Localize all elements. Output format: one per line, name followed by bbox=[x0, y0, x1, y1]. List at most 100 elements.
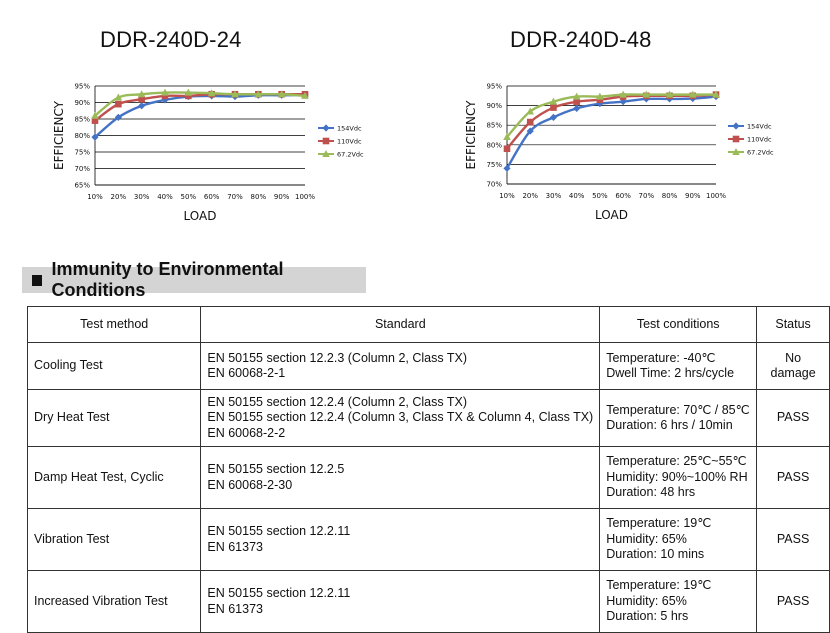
header-test-conditions: Test conditions bbox=[599, 306, 758, 343]
test-conditions-cell: Temperature: 70℃ / 85℃ Duration: 6 hrs /… bbox=[599, 389, 758, 447]
y-axis-label: EFFICIENCY bbox=[52, 100, 66, 170]
legend-label: 67.2Vdc bbox=[337, 151, 364, 159]
data-point-diamond bbox=[526, 127, 534, 135]
x-tick-label: 80% bbox=[662, 192, 678, 200]
data-point-triangle bbox=[114, 93, 123, 101]
data-point-triangle bbox=[137, 90, 146, 98]
condition-line: Humidity: 65% bbox=[606, 531, 687, 546]
test-method-cell: Dry Heat Test bbox=[26, 389, 202, 447]
x-tick-label: 20% bbox=[111, 193, 127, 201]
x-tick-label: 10% bbox=[499, 192, 515, 200]
efficiency-chart-ddr-240d-48: 70% 75% 80% 85% 90% 95% 10% 20% 30% 40% 50% 60% 70% 8… bbox=[464, 83, 774, 223]
y-tick-label: 90% bbox=[486, 102, 502, 110]
condition-line: Temperature: 19℃ bbox=[606, 516, 712, 531]
data-point-triangle bbox=[254, 90, 263, 98]
data-point-diamond bbox=[114, 113, 122, 121]
data-point-square bbox=[138, 95, 145, 103]
data-point-square bbox=[322, 137, 330, 145]
y-tick-label: 80% bbox=[486, 141, 502, 149]
y-tick-label: 65% bbox=[74, 182, 90, 190]
y-tick-label: 70% bbox=[74, 165, 90, 173]
data-point-square bbox=[573, 98, 580, 105]
data-point-square bbox=[91, 117, 99, 124]
x-tick-label: 80% bbox=[251, 193, 267, 201]
data-point-triangle bbox=[277, 90, 286, 98]
series-line bbox=[506, 93, 716, 138]
condition-line: Humidity: 90%~100% RH bbox=[606, 469, 748, 484]
standard-cell: EN 50155 section 12.2.4 (Column 2, Class… bbox=[200, 389, 601, 447]
test-method-cell: Vibration Test bbox=[26, 508, 202, 571]
x-axis-label: LOAD bbox=[595, 208, 628, 222]
data-point-triangle bbox=[503, 132, 511, 140]
data-point-triangle bbox=[596, 92, 604, 100]
test-conditions-cell: Temperature: 19℃ Humidity: 65% Duration:… bbox=[599, 508, 758, 571]
condition-line: Temperature: 25℃~55℃ bbox=[606, 454, 747, 469]
test-conditions-cell: Temperature: 19℃ Humidity: 65% Duration:… bbox=[599, 570, 758, 633]
x-axis-label: LOAD bbox=[184, 209, 217, 223]
standard-line: EN 61373 bbox=[207, 601, 263, 616]
square-bullet-icon bbox=[32, 274, 43, 286]
environmental-conditions-table: Test method Standard Test conditions Sta… bbox=[26, 306, 830, 633]
header-test-method: Test method bbox=[26, 306, 202, 343]
y-tick-label: 85% bbox=[486, 122, 502, 130]
data-point-triangle bbox=[619, 90, 627, 98]
y-axis-label: EFFICIENCY bbox=[464, 100, 478, 170]
data-point-square bbox=[526, 118, 534, 126]
condition-line: Duration: 10 mins bbox=[606, 547, 705, 562]
standard-line: EN 61373 bbox=[207, 539, 263, 554]
header-status: Status bbox=[756, 306, 830, 343]
section-heading: Immunity to Environmental Conditions bbox=[22, 259, 366, 300]
x-tick-label: 100% bbox=[706, 192, 726, 200]
table-header-row: Test method Standard Test conditions Sta… bbox=[26, 306, 830, 343]
data-point-triangle bbox=[665, 90, 674, 98]
data-point-triangle bbox=[572, 92, 581, 100]
y-tick-label: 95% bbox=[74, 83, 90, 91]
standard-line: EN 50155 section 12.2.4 (Column 2, Class… bbox=[207, 394, 468, 409]
data-point-diamond bbox=[161, 96, 169, 104]
table-row: Damp Heat Test, Cyclic EN 50155 section … bbox=[26, 446, 830, 509]
legend-label: 154Vdc bbox=[337, 125, 362, 133]
y-tick-label: 80% bbox=[74, 132, 90, 140]
data-point-triangle bbox=[526, 107, 535, 115]
standard-cell: EN 50155 section 12.2.5 EN 60068-2-30 bbox=[200, 446, 601, 509]
y-tick-label: 70% bbox=[486, 181, 502, 189]
data-point-diamond bbox=[138, 102, 146, 110]
data-point-square bbox=[115, 100, 122, 108]
condition-line: Humidity: 65% bbox=[606, 593, 687, 608]
data-point-triangle bbox=[161, 88, 169, 96]
status-cell: PASS bbox=[756, 389, 830, 447]
data-point-triangle bbox=[712, 90, 720, 98]
data-point-triangle bbox=[642, 90, 651, 98]
test-method-cell: Increased Vibration Test bbox=[26, 570, 202, 633]
y-tick-label: 75% bbox=[486, 161, 502, 169]
series-line bbox=[505, 95, 717, 169]
test-method-cell: Cooling Test bbox=[26, 342, 202, 390]
standard-cell: EN 50155 section 12.2.3 (Column 2, Class… bbox=[200, 342, 601, 390]
y-tick-label: 75% bbox=[74, 149, 90, 157]
standard-line: EN 60068-2-30 bbox=[207, 477, 293, 492]
y-tick-label: 85% bbox=[74, 116, 90, 124]
x-tick-label: 40% bbox=[157, 193, 173, 201]
x-tick-label: 60% bbox=[615, 192, 631, 200]
test-conditions-cell: Temperature: 25℃~55℃ Humidity: 90%~100% … bbox=[599, 446, 758, 509]
standard-cell: EN 50155 section 12.2.11 EN 61373 bbox=[200, 570, 601, 633]
condition-line: Duration: 5 hrs bbox=[606, 609, 689, 624]
x-tick-label: 60% bbox=[204, 193, 220, 201]
x-tick-label: 70% bbox=[639, 192, 655, 200]
condition-line: Temperature: 70℃ / 85℃ bbox=[606, 402, 750, 417]
x-tick-label: 50% bbox=[592, 192, 608, 200]
status-cell: PASS bbox=[756, 446, 830, 509]
x-tick-label: 70% bbox=[227, 193, 243, 201]
data-point-diamond bbox=[732, 122, 740, 130]
efficiency-chart-ddr-240d-24: 65% 70% 75% 80% 85% 90% 95% 10% 20% 30% 40% 50% 60% 7… bbox=[52, 83, 364, 224]
standard-line: EN 60068-2-1 bbox=[207, 366, 286, 380]
status-cell: PASS bbox=[756, 570, 830, 633]
legend-label: 154Vdc bbox=[747, 123, 772, 131]
standard-line: EN 60068-2-2 bbox=[207, 425, 286, 440]
condition-line: Temperature: 19℃ bbox=[606, 578, 712, 593]
x-tick-label: 20% bbox=[522, 192, 538, 200]
series-line bbox=[94, 91, 306, 117]
x-tick-label: 30% bbox=[546, 192, 562, 200]
data-point-square bbox=[161, 92, 169, 100]
data-point-triangle bbox=[688, 90, 697, 98]
